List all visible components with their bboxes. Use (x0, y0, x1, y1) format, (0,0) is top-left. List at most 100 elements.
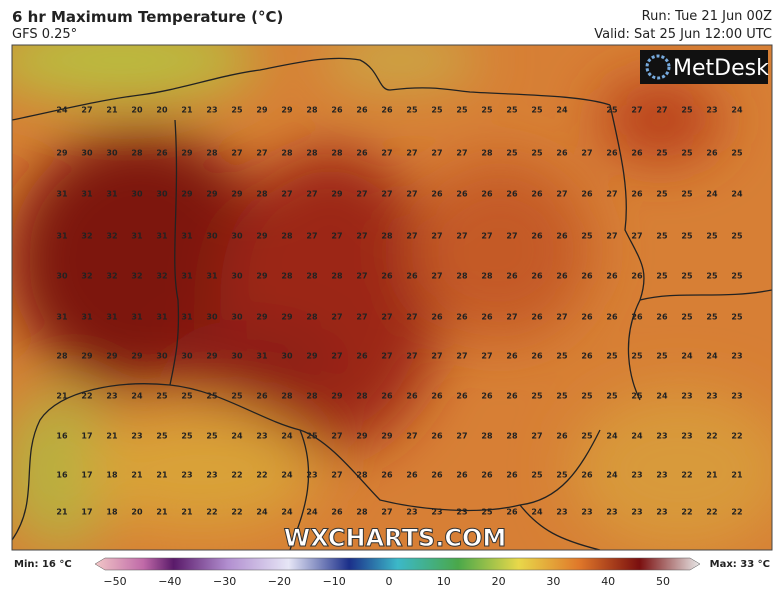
temperature-value: 27 (531, 432, 542, 441)
temperature-value: 21 (56, 508, 68, 517)
temperature-value: 26 (156, 149, 168, 158)
temperature-value: 26 (631, 190, 643, 199)
temperature-value: 27 (556, 190, 567, 199)
temperature-value: 24 (531, 508, 543, 517)
temperature-value: 26 (606, 272, 618, 281)
temperature-value: 25 (631, 392, 643, 401)
temperature-value: 25 (531, 149, 543, 158)
temperature-value: 27 (406, 313, 417, 322)
temperature-value: 23 (106, 392, 117, 401)
temperature-value: 25 (506, 106, 518, 115)
temperature-value: 23 (731, 352, 742, 361)
temperature-value: 26 (631, 272, 643, 281)
logo-icon (645, 54, 671, 80)
temperature-value: 29 (231, 190, 243, 199)
temperature-value: 23 (181, 471, 192, 480)
temperature-value: 23 (731, 392, 742, 401)
temperature-value: 28 (256, 190, 268, 199)
temperature-value: 27 (331, 432, 342, 441)
temperature-value: 27 (81, 106, 92, 115)
temperature-value: 24 (706, 190, 718, 199)
temperature-value: 21 (131, 471, 143, 480)
temperature-value: 25 (656, 149, 668, 158)
temperature-value: 31 (56, 190, 68, 199)
temperature-value: 31 (131, 313, 143, 322)
temperature-value: 26 (531, 272, 543, 281)
temperature-value: 27 (406, 232, 417, 241)
temperature-value: 27 (331, 313, 342, 322)
temperature-value: 26 (506, 508, 518, 517)
title: 6 hr Maximum Temperature (°C) (12, 8, 284, 26)
temperature-value: 26 (481, 313, 493, 322)
temperature-value: 31 (56, 232, 68, 241)
temperature-value: 27 (456, 149, 467, 158)
temperature-value: 26 (606, 149, 618, 158)
temperature-value: 25 (206, 432, 218, 441)
temperature-value: 27 (606, 190, 617, 199)
temperature-value: 27 (456, 232, 467, 241)
temperature-value: 23 (206, 106, 217, 115)
colorbar-tick-label: 50 (656, 575, 670, 588)
temperature-value: 31 (106, 313, 118, 322)
temperature-value: 23 (631, 471, 642, 480)
temperature-value: 24 (131, 392, 143, 401)
temperature-value: 26 (581, 313, 593, 322)
temperature-value: 24 (231, 432, 243, 441)
temperature-value: 23 (656, 471, 667, 480)
temperature-value: 28 (481, 432, 493, 441)
temperature-value: 27 (256, 149, 267, 158)
colorbar-tick-label: −40 (158, 575, 181, 588)
max-label: Max: 33 °C (710, 559, 770, 570)
temperature-value: 26 (456, 313, 468, 322)
temperature-value: 29 (381, 432, 393, 441)
temperature-value: 26 (356, 352, 368, 361)
temperature-value: 31 (181, 272, 193, 281)
temperature-value: 30 (156, 190, 168, 199)
temperature-value: 26 (506, 352, 518, 361)
temperature-value: 25 (706, 232, 718, 241)
temperature-value: 31 (56, 313, 68, 322)
temperature-value: 29 (256, 313, 268, 322)
map-frame (11, 44, 773, 551)
temperature-value: 28 (306, 106, 318, 115)
temperature-value: 20 (131, 106, 143, 115)
temperature-value: 27 (331, 232, 342, 241)
temperature-value: 25 (556, 352, 568, 361)
temperature-value: 27 (406, 149, 417, 158)
temperature-value: 27 (581, 149, 592, 158)
temperature-value: 29 (256, 272, 268, 281)
colorbar-tick-label: −30 (213, 575, 236, 588)
temperature-value: 24 (656, 392, 668, 401)
temperature-value: 32 (106, 272, 117, 281)
temperature-value: 22 (206, 508, 217, 517)
temperature-value: 26 (556, 232, 568, 241)
temperature-value: 25 (681, 190, 693, 199)
temperature-value: 25 (581, 432, 593, 441)
temperature-value: 29 (181, 190, 193, 199)
temperature-value: 25 (656, 352, 668, 361)
temperature-value: 29 (206, 190, 218, 199)
temperature-value: 27 (431, 149, 442, 158)
temperature-value: 24 (731, 106, 743, 115)
temperature-value: 23 (406, 508, 417, 517)
temperature-value: 26 (531, 190, 543, 199)
colorbar-tick-label: −10 (323, 575, 346, 588)
temperature-value: 21 (106, 106, 118, 115)
temperature-value: 25 (656, 272, 668, 281)
temperature-value: 27 (656, 106, 667, 115)
temperature-value: 28 (281, 232, 293, 241)
temperature-value: 30 (56, 272, 68, 281)
temperature-value: 25 (731, 272, 743, 281)
temperature-value: 31 (256, 352, 268, 361)
temperature-value: 23 (456, 508, 467, 517)
temperature-value: 30 (181, 352, 193, 361)
temperature-value: 16 (56, 471, 68, 480)
temperature-value: 26 (706, 149, 718, 158)
temperature-value: 22 (731, 432, 742, 441)
temperature-value: 23 (581, 508, 592, 517)
temperature-value: 17 (81, 508, 92, 517)
temperature-value: 27 (306, 232, 317, 241)
temperature-value: 27 (331, 352, 342, 361)
temperature-value: 26 (406, 392, 418, 401)
